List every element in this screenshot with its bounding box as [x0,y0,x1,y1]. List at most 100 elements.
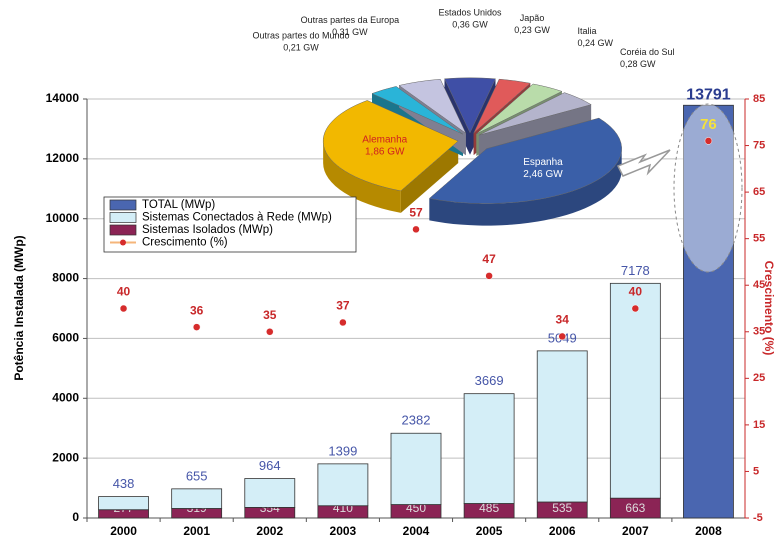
pie-value-label: 0,24 GW [578,38,614,48]
pie-slice [428,117,622,204]
bar-value-label: 438 [113,476,135,491]
pie-label: Japão [520,13,545,23]
pie-value-label: 1,86 GW [365,146,405,157]
pie-value-label: 0,28 GW [620,59,656,69]
bar [390,432,442,505]
legend-swatch [109,212,137,223]
y2-tick-label: 5 [753,465,759,477]
bar-value-label: 1399 [328,443,357,458]
bar [171,488,223,509]
bar-value-label: 7178 [621,263,650,278]
pie-slice [473,78,531,134]
line-value-label: 40 [629,285,643,299]
pie-label: Estados Unidos [438,7,502,17]
pie-value-label: 2,46 GW [523,169,563,180]
legend-label: Sistemas Conectados à Rede (MWp) [142,212,332,224]
pie-label: Outras partes da Europa [301,15,400,25]
y-tick-label: 0 [72,510,79,524]
line-value-label: 36 [190,303,204,317]
bar-value-label: 655 [186,468,208,483]
x-tick-label: 2006 [549,524,576,538]
pie-value-label: 0,36 GW [452,19,488,29]
x-tick-label: 2008 [695,524,722,538]
legend-swatch [120,239,126,246]
line-value-label: 34 [556,313,570,327]
line-value-label: 35 [263,308,277,322]
bar-value-label: 2382 [402,413,431,428]
pie-slice-side [429,148,622,226]
x-tick-label: 2004 [403,524,430,538]
line-marker [119,304,128,313]
y-tick-label: 6000 [52,331,79,345]
bar-value-label: 663 [625,501,645,515]
bar [317,463,369,507]
pie-value-label: 0,23 GW [514,25,550,35]
y-axis-label: Potência Instalada (MWp) [12,235,26,380]
line-value-label: 40 [117,285,131,299]
pie-slice [398,78,467,135]
legend-swatch [109,224,137,236]
pie-slice [322,100,459,192]
pie-slice [444,77,496,134]
line-layer: 40 36 35 37 57 47 34 40 76 [117,116,717,341]
y2-tick-label: 85 [753,93,765,105]
line-marker [704,137,713,145]
bar [609,282,661,499]
pie-label: Italia [578,26,597,36]
legend-label: TOTAL (MWp) [142,199,215,211]
y-tick-label: 10000 [46,211,80,225]
line-value-label: 76 [700,116,717,133]
y2-tick-label: 45 [753,279,765,291]
pie-value-label: 0,31 GW [332,27,368,37]
line-marker [192,323,201,331]
highlight-ellipse [673,103,743,273]
pie-label: Alemanha [362,134,407,145]
pie-value-label: 0,21 GW [283,42,319,52]
bar [98,496,149,511]
line-value-label: 47 [482,252,496,266]
pie-slice-side [323,141,401,213]
y-tick-label: 8000 [52,271,79,285]
line-value-label: 57 [409,206,423,220]
pie-slice [476,83,563,135]
x-tick-label: 2000 [110,524,137,538]
y2-tick-label: 25 [753,372,765,384]
legend-items: TOTAL (MWp)Sistemas Conectados à Rede (M… [109,199,332,249]
bar [244,478,296,508]
legend-label: Crescimento (%) [142,237,228,249]
line-value-label: 37 [336,299,350,313]
y-tick-label: 14000 [46,91,80,105]
legend-label: Sistemas Isolados (MWp) [142,224,273,236]
pie-label: Outras partes do Mundo [252,30,349,40]
y-tick-label: 12000 [46,151,80,165]
bar-value-label: 3669 [475,373,504,388]
x-tick-label: 2003 [330,524,357,538]
line-marker [631,304,640,313]
arrow [616,149,671,177]
y2-tick-label: -5 [753,512,763,524]
line-marker [485,272,493,280]
y2-tick-label: 15 [753,419,765,431]
y-tick-label: 2000 [52,450,79,464]
bar-value-label: 485 [479,501,499,515]
pie: Estados Unidos 0,36 GW Japão 0,23 GW Italia 0… [252,7,675,226]
y2-axis-label: Crescimento (%) [762,261,776,356]
y2-tick-label: 75 [753,139,765,151]
legend [103,196,357,253]
line-marker [412,225,420,234]
pie-slice [478,92,592,136]
x-tick-label: 2007 [622,524,649,538]
line-marker [266,328,274,336]
pie-label: Espanha [523,157,563,168]
x-tick-label: 2001 [183,524,210,538]
y2-tick-label: 55 [753,233,765,245]
bar [463,393,515,504]
x-tick-label: 2002 [256,524,283,538]
bar-value-label: 964 [259,458,281,473]
bar-value-label: 13791 [686,86,731,103]
bar [536,350,588,503]
pie-label: Coréia do Sul [620,47,675,57]
y2-tick-label: 65 [753,186,765,198]
y2-tick-label: 35 [753,326,765,338]
